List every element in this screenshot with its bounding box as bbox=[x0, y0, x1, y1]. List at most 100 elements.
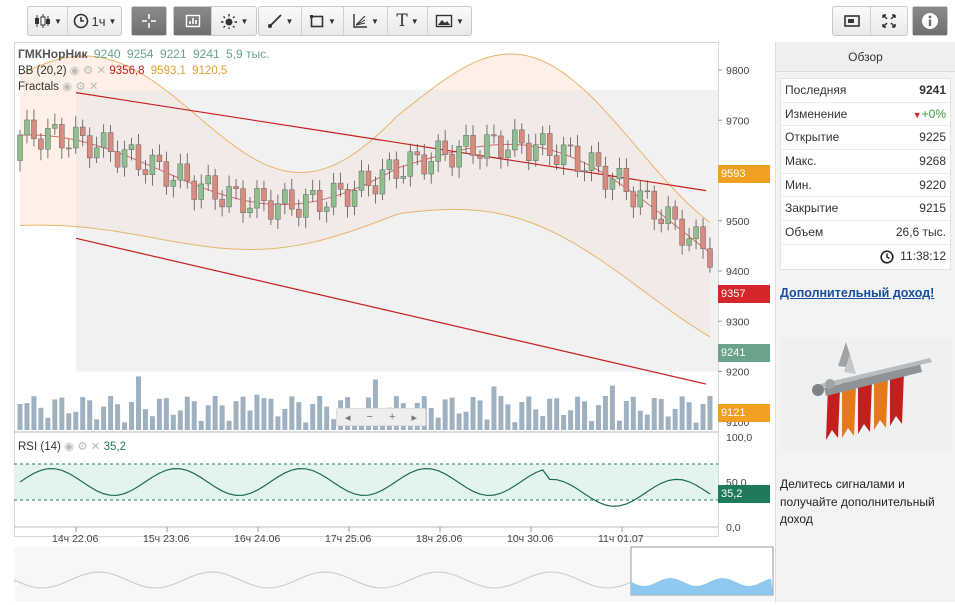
quote-row-close: Закрытие 9215 bbox=[781, 197, 950, 222]
sidebar-title: Обзор bbox=[776, 42, 955, 72]
candle-body bbox=[296, 208, 302, 218]
candle-body bbox=[491, 134, 497, 137]
volume-bar bbox=[94, 419, 100, 430]
chevron-down-icon: ▼ bbox=[371, 16, 379, 26]
price-chart[interactable]: 98009700960095009400930092009100100,050,… bbox=[13, 42, 774, 602]
volume-bar bbox=[407, 423, 413, 430]
bb-lower-line bbox=[19, 208, 711, 338]
high-value: 9254 bbox=[126, 47, 154, 61]
indicator-panel-button[interactable] bbox=[174, 7, 212, 35]
time-axis-label: 10ч 30.06 bbox=[507, 533, 554, 545]
theme-button[interactable]: ▼ bbox=[212, 7, 256, 35]
candle-body bbox=[546, 133, 553, 156]
eye-icon[interactable]: ◉ bbox=[62, 81, 73, 93]
gear-icon[interactable]: ⚙ bbox=[75, 81, 86, 93]
fullscreen-button[interactable] bbox=[871, 7, 907, 35]
clock-icon bbox=[73, 13, 88, 29]
volume-bar bbox=[170, 414, 176, 430]
chart-area[interactable]: 98009700960095009400930092009100100,050,… bbox=[13, 42, 774, 602]
candle-body bbox=[254, 188, 260, 209]
candle-body bbox=[100, 132, 107, 148]
crosshair-button[interactable] bbox=[132, 7, 166, 35]
image-icon bbox=[435, 14, 453, 28]
quote-row-change: Изменение ▼+0% bbox=[781, 103, 950, 127]
volume-bar bbox=[637, 410, 643, 430]
low-value: 9221 bbox=[159, 47, 187, 61]
eye-icon[interactable]: ◉ bbox=[64, 441, 75, 453]
channel-shade bbox=[76, 90, 718, 372]
info-group bbox=[912, 6, 948, 36]
line-tool-button[interactable]: ▼ bbox=[259, 7, 302, 35]
instrument-legend: ГМКНорНик 9240 9254 9221 9241 5,9 тыс. bbox=[18, 47, 270, 61]
scroll-left-button[interactable]: ◂ bbox=[345, 411, 351, 424]
promo-link[interactable]: Дополнительный доход! bbox=[780, 286, 935, 300]
quote-row-open: Открытие 9225 bbox=[781, 126, 950, 151]
interval-button[interactable]: 1ч ▼ bbox=[68, 7, 121, 35]
volume-bar bbox=[533, 409, 539, 430]
shape-tool-button[interactable]: ▼ bbox=[302, 7, 344, 35]
panel-icon bbox=[185, 14, 200, 28]
trumpets-banner-image[interactable] bbox=[780, 338, 952, 450]
text-tool-button[interactable]: T ▼ bbox=[388, 7, 428, 35]
candle-body bbox=[240, 188, 246, 214]
scroll-right-button[interactable]: ▸ bbox=[411, 411, 417, 424]
open-value: 9240 bbox=[93, 47, 121, 61]
fractals-label: Fractals bbox=[18, 81, 59, 93]
chevron-down-icon: ▼ bbox=[328, 16, 336, 26]
time-axis-label: 17ч 25.06 bbox=[325, 533, 372, 545]
candle-body bbox=[644, 190, 651, 193]
candle-body bbox=[309, 190, 316, 195]
close-icon[interactable]: ✕ bbox=[96, 65, 107, 77]
volume-bar bbox=[254, 394, 260, 430]
screenshot-button[interactable] bbox=[833, 7, 871, 35]
bb-upper-tag: 9593 bbox=[718, 165, 770, 183]
candle-body bbox=[400, 176, 407, 179]
candle-body bbox=[52, 124, 58, 129]
eye-icon[interactable]: ◉ bbox=[69, 65, 80, 77]
volume-bar bbox=[296, 402, 302, 430]
time-axis-label: 15ч 23.06 bbox=[143, 533, 190, 545]
volume-bar bbox=[38, 407, 44, 430]
image-tool-button[interactable]: ▼ bbox=[428, 7, 471, 35]
candle-body bbox=[344, 189, 351, 207]
chevron-down-icon: ▼ bbox=[54, 16, 62, 26]
zoom-controls: ◂ − + ▸ bbox=[336, 408, 426, 426]
candle-body bbox=[700, 226, 706, 249]
quote-value: +0% bbox=[921, 106, 946, 121]
volume-bar bbox=[609, 385, 615, 430]
volume-bar bbox=[700, 404, 706, 430]
fullscreen-icon bbox=[882, 14, 896, 28]
volume-bar bbox=[595, 405, 601, 430]
candle-body bbox=[693, 226, 699, 240]
zoom-in-button[interactable]: + bbox=[389, 411, 396, 423]
zoom-out-button[interactable]: − bbox=[366, 411, 373, 423]
candle-body bbox=[519, 129, 525, 144]
candle-body bbox=[602, 166, 609, 190]
gear-icon[interactable]: ⚙ bbox=[83, 65, 94, 77]
gear-icon[interactable]: ⚙ bbox=[77, 441, 88, 453]
volume-bar bbox=[519, 401, 525, 430]
crosshair-icon bbox=[142, 14, 156, 28]
chevron-down-icon: ▼ bbox=[410, 16, 419, 26]
volume-bar bbox=[602, 396, 608, 430]
volume-bar bbox=[240, 396, 246, 430]
volume-bar bbox=[122, 422, 128, 430]
fib-tool-button[interactable]: ▼ bbox=[344, 7, 388, 35]
volume-bar bbox=[665, 416, 671, 430]
info-button[interactable] bbox=[913, 7, 947, 35]
candles-type-button[interactable]: ▼ bbox=[28, 7, 68, 35]
close-icon[interactable]: ✕ bbox=[90, 441, 101, 453]
volume-bar bbox=[24, 403, 30, 430]
quote-label: Макс. bbox=[785, 154, 817, 169]
volume-bar bbox=[331, 419, 337, 430]
volume-bar bbox=[198, 420, 204, 430]
volume-bar bbox=[73, 411, 79, 430]
volume-bar bbox=[317, 396, 323, 430]
volume-bar bbox=[623, 401, 629, 430]
close-icon[interactable]: ✕ bbox=[88, 81, 99, 93]
bb-upper-line bbox=[19, 53, 711, 223]
price-axis-label: 9400 bbox=[726, 266, 750, 278]
volume-bar bbox=[205, 405, 211, 430]
candle-body bbox=[707, 248, 713, 268]
candle-body bbox=[212, 175, 218, 200]
